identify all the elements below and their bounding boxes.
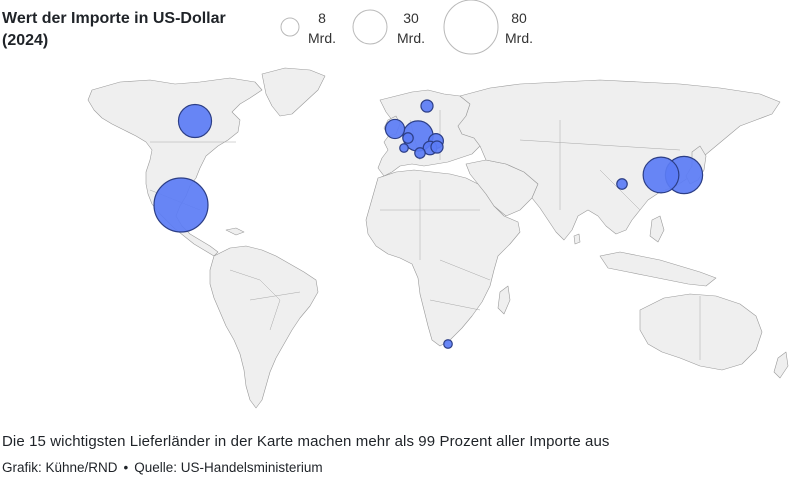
world-map-svg: MexikoJapanSüdkoreaKanadaDeutschlandGroß… [87, 67, 789, 409]
credit-quelle: Quelle: US-Handelsministerium [134, 460, 323, 475]
land-southeast-asia [599, 251, 717, 287]
legend-unit-small: Mrd. [308, 30, 336, 46]
legend-value-medium: 30 [403, 10, 419, 26]
size-legend-circles [280, 0, 499, 55]
land-asia [457, 79, 781, 241]
credit-separator: • [123, 460, 129, 475]
world-map: MexikoJapanSüdkoreaKanadaDeutschlandGroß… [0, 60, 800, 430]
legend-label-medium: 30 Mrd. [376, 8, 446, 48]
bubble-kanada[interactable]: Kanada [177, 103, 213, 139]
legend-circle-small [280, 17, 300, 37]
land-greenland [261, 67, 326, 117]
border-asia-3 [599, 169, 641, 211]
bubble-mexiko[interactable]: Mexiko [153, 177, 209, 233]
credit-line: Grafik: Kühne/RND • Quelle: US-Handelsmini… [2, 460, 323, 475]
border-south-america-2 [249, 291, 301, 301]
legend-unit-large: Mrd. [505, 30, 533, 46]
land-philippines [649, 215, 665, 243]
bubble-italien[interactable]: Italien [414, 147, 426, 159]
land-africa [365, 169, 521, 347]
land-new-zealand [773, 351, 789, 379]
legend-circle-large [443, 0, 499, 55]
bubble-ungarn[interactable]: Ungarn [430, 140, 444, 154]
legend-label-large: 80 Mrd. [484, 8, 554, 48]
bubble-belgien[interactable]: Belgien [402, 132, 414, 144]
caption-text: Die 15 wichtigsten Lieferländer in der K… [2, 433, 610, 450]
bubble-südkorea[interactable]: Südkorea [642, 156, 680, 194]
legend-circle-medium [352, 9, 388, 45]
legend-unit-medium: Mrd. [397, 30, 425, 46]
import-bubbles: MexikoJapanSüdkoreaKanadaDeutschlandGroß… [153, 99, 704, 349]
bubble-frankreich[interactable]: Frankreich [399, 143, 409, 153]
border-asia-2 [519, 139, 681, 151]
border-africa-4 [429, 299, 481, 311]
bubble-china[interactable]: China [616, 178, 628, 190]
legend-value-large: 80 [511, 10, 527, 26]
land-madagascar [497, 285, 511, 315]
land-north-america [87, 77, 263, 257]
land-sri-lanka [573, 233, 581, 245]
credit-grafik: Grafik: Kühne/RND [2, 460, 118, 475]
land-australia [639, 293, 763, 371]
size-legend: 8 Mrd. 30 Mrd. 80 Mrd. [270, 0, 570, 60]
chart-title: Wert der Importe in US-Dollar (2024) [2, 10, 226, 49]
bubble-finnland[interactable]: Finnland [420, 99, 434, 113]
legend-label-small: 8 Mrd. [287, 8, 357, 48]
border-south-america-1 [229, 269, 281, 331]
bubble-südafrika[interactable]: Südafrika [443, 339, 453, 349]
land-south-america [209, 245, 319, 409]
border-africa-3 [439, 259, 491, 281]
legend-value-small: 8 [318, 10, 326, 26]
bubble-großbritannien[interactable]: Großbritannien [384, 118, 406, 140]
land-caribbean [225, 227, 245, 236]
